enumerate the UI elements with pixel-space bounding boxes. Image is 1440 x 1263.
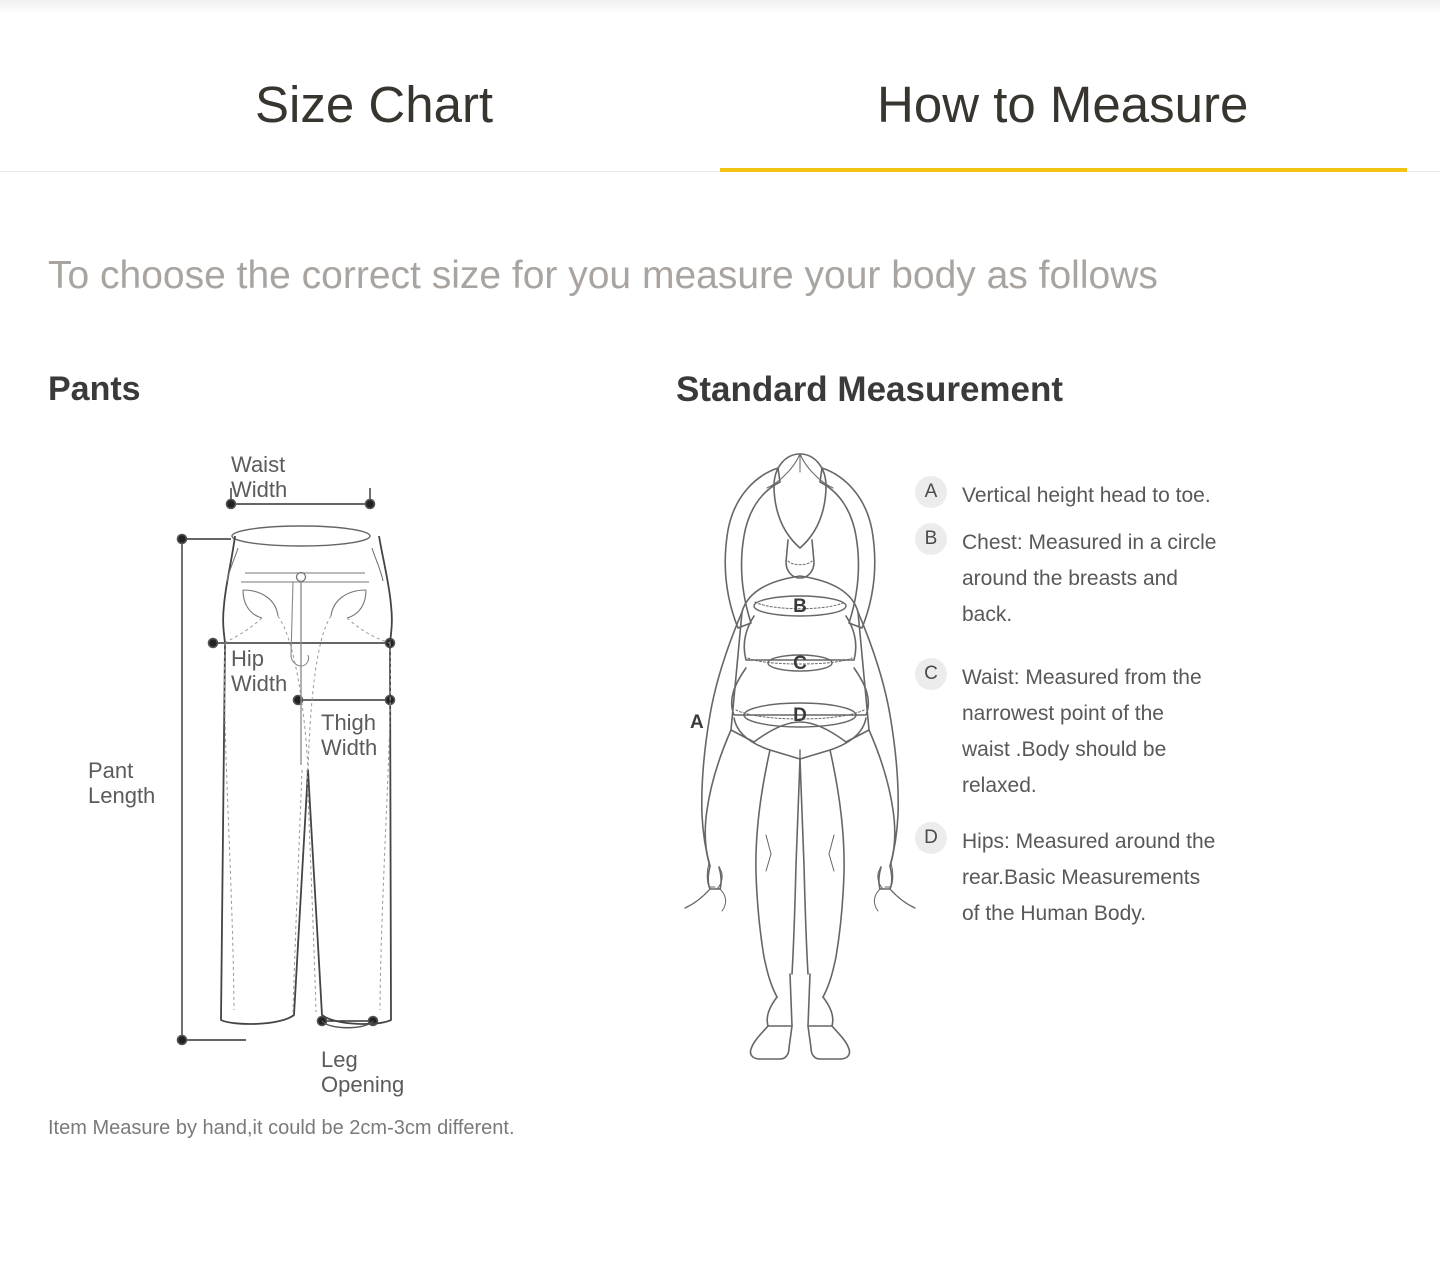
- svg-text:Leg: Leg: [321, 1047, 358, 1072]
- svg-text:Width: Width: [231, 477, 287, 502]
- svg-text:B: B: [793, 596, 807, 617]
- svg-text:Opening: Opening: [321, 1072, 404, 1097]
- svg-text:A: A: [690, 712, 704, 733]
- svg-text:Waist: Waist: [231, 452, 285, 477]
- svg-text:Width: Width: [321, 735, 377, 760]
- svg-text:Pant: Pant: [88, 758, 133, 783]
- svg-text:Width: Width: [231, 671, 287, 696]
- svg-text:Hip: Hip: [231, 646, 264, 671]
- svg-text:Thigh: Thigh: [321, 710, 376, 735]
- svg-text:Length: Length: [88, 783, 155, 808]
- svg-text:C: C: [793, 653, 807, 674]
- svg-text:D: D: [793, 705, 807, 726]
